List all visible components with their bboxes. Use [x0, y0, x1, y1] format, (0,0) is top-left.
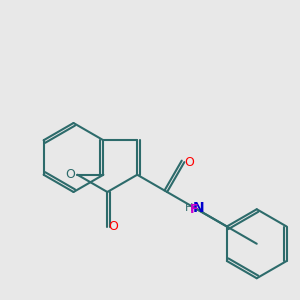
Text: O: O: [108, 220, 118, 233]
Text: O: O: [184, 156, 194, 169]
Text: O: O: [65, 168, 75, 181]
Text: N: N: [193, 201, 204, 215]
Text: H: H: [185, 203, 194, 213]
Text: F: F: [190, 203, 198, 216]
